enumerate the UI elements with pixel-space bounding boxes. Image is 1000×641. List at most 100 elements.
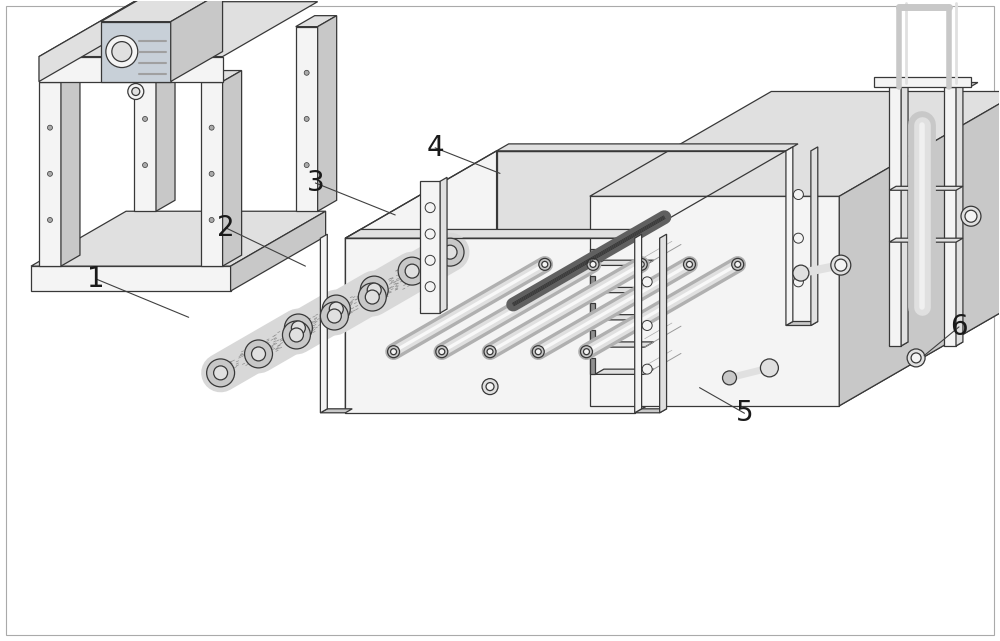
Polygon shape	[420, 305, 447, 309]
Circle shape	[209, 125, 214, 130]
Circle shape	[642, 320, 652, 331]
Polygon shape	[889, 238, 963, 242]
Circle shape	[965, 210, 977, 222]
Polygon shape	[39, 71, 80, 81]
Text: 6: 6	[950, 313, 968, 341]
Circle shape	[304, 117, 309, 121]
Polygon shape	[595, 342, 654, 347]
Polygon shape	[635, 151, 786, 413]
Polygon shape	[944, 87, 956, 346]
Polygon shape	[635, 234, 642, 413]
Circle shape	[439, 349, 445, 354]
Circle shape	[365, 290, 379, 304]
Circle shape	[360, 276, 388, 304]
Circle shape	[367, 283, 381, 297]
Circle shape	[583, 349, 589, 354]
Text: 2: 2	[217, 213, 234, 242]
Circle shape	[112, 42, 132, 62]
Polygon shape	[39, 2, 318, 56]
Polygon shape	[786, 147, 793, 326]
Polygon shape	[171, 0, 223, 81]
Circle shape	[47, 217, 52, 222]
Circle shape	[436, 238, 464, 266]
Circle shape	[143, 163, 148, 167]
Polygon shape	[39, 2, 134, 81]
Circle shape	[487, 349, 493, 354]
Polygon shape	[595, 369, 654, 374]
Polygon shape	[31, 212, 326, 266]
Circle shape	[391, 349, 397, 354]
Polygon shape	[590, 92, 1000, 196]
Circle shape	[486, 383, 494, 390]
Polygon shape	[134, 27, 156, 212]
Polygon shape	[420, 181, 440, 313]
Circle shape	[106, 36, 138, 67]
Circle shape	[907, 349, 925, 367]
Circle shape	[732, 258, 744, 271]
Polygon shape	[590, 249, 595, 265]
Circle shape	[961, 206, 981, 226]
Polygon shape	[889, 187, 963, 190]
Circle shape	[209, 217, 214, 222]
Circle shape	[291, 321, 305, 335]
Polygon shape	[318, 15, 337, 212]
Circle shape	[683, 258, 695, 271]
Polygon shape	[223, 71, 242, 266]
Circle shape	[143, 117, 148, 121]
Polygon shape	[590, 301, 1000, 406]
Polygon shape	[590, 330, 595, 347]
Circle shape	[535, 349, 541, 354]
Polygon shape	[320, 234, 327, 413]
Circle shape	[47, 125, 52, 130]
Circle shape	[590, 262, 596, 267]
Circle shape	[245, 340, 272, 368]
Circle shape	[642, 364, 652, 374]
Polygon shape	[901, 83, 908, 346]
Polygon shape	[345, 151, 497, 413]
Circle shape	[793, 190, 803, 199]
Polygon shape	[590, 196, 839, 406]
Circle shape	[635, 258, 647, 271]
Polygon shape	[31, 266, 231, 291]
Circle shape	[831, 255, 851, 275]
Circle shape	[322, 295, 350, 323]
Polygon shape	[874, 83, 978, 87]
Circle shape	[304, 163, 309, 167]
Circle shape	[132, 88, 140, 96]
Polygon shape	[296, 27, 318, 212]
Polygon shape	[590, 358, 595, 374]
Circle shape	[723, 371, 736, 385]
Circle shape	[128, 83, 144, 99]
Circle shape	[425, 281, 435, 292]
Polygon shape	[440, 178, 447, 313]
Circle shape	[542, 262, 548, 267]
Circle shape	[642, 277, 652, 287]
Text: 5: 5	[736, 399, 753, 428]
Circle shape	[425, 203, 435, 213]
Polygon shape	[595, 260, 654, 265]
Polygon shape	[345, 326, 786, 413]
Polygon shape	[101, 22, 171, 81]
Polygon shape	[345, 229, 650, 238]
Polygon shape	[201, 71, 242, 81]
Polygon shape	[874, 76, 971, 87]
Circle shape	[911, 353, 921, 363]
Polygon shape	[134, 15, 175, 27]
Circle shape	[835, 259, 847, 271]
Polygon shape	[595, 315, 654, 320]
Circle shape	[329, 302, 343, 316]
Circle shape	[214, 366, 228, 380]
Circle shape	[686, 262, 692, 267]
Circle shape	[793, 265, 809, 281]
Circle shape	[327, 309, 341, 323]
Polygon shape	[201, 81, 223, 266]
Circle shape	[252, 347, 266, 361]
Polygon shape	[296, 15, 337, 27]
Circle shape	[209, 171, 214, 176]
Polygon shape	[39, 56, 223, 81]
Polygon shape	[660, 234, 667, 413]
Polygon shape	[786, 322, 818, 326]
Circle shape	[580, 345, 592, 358]
Polygon shape	[497, 144, 798, 151]
Circle shape	[482, 379, 498, 395]
